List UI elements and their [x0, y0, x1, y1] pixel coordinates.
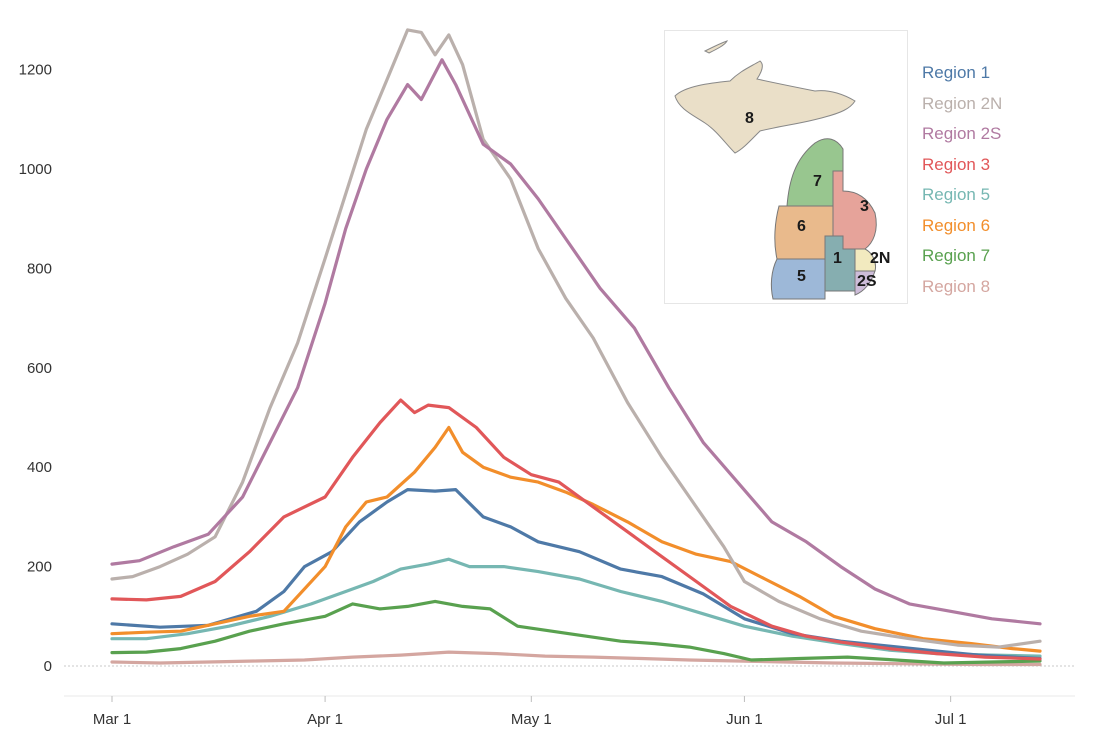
map-label-6: 6: [797, 218, 806, 235]
map-region-7: [786, 138, 844, 207]
map-region-5: [770, 258, 826, 300]
x-axis: Mar 1 Apr 1 May 1 Jun 1 Jul 1: [64, 695, 1075, 728]
legend-item-region-2s: Region 2S: [922, 124, 1002, 143]
map-label-1: 1: [833, 250, 842, 267]
y-tick-label: 400: [27, 459, 52, 476]
series-lines: [110, 28, 1042, 667]
y-axis: 0 200 400 600 800 1000 1200: [19, 62, 52, 675]
legend-item-region-2n: Region 2N: [922, 93, 1003, 113]
x-tick-label: Mar 1: [93, 711, 131, 728]
map-region-2s: [854, 270, 876, 296]
map-label-3: 3: [860, 198, 869, 215]
map-label-8: 8: [745, 110, 754, 127]
y-tick-label: 800: [27, 260, 52, 277]
legend-item-region-3: Region 3: [922, 154, 991, 174]
series-line-region-5: [110, 557, 1042, 658]
legend-item-region-1: Region 1: [922, 63, 991, 82]
series-line-region-3: [110, 398, 1042, 661]
series-line-region-2s: [110, 58, 1042, 626]
y-tick-label: 1200: [19, 62, 52, 79]
series-line-region-6: [110, 425, 1042, 653]
legend-item-region-8: Region 8: [922, 276, 991, 296]
map-island: [703, 40, 728, 54]
legend-item-region-7: Region 7: [922, 246, 991, 265]
x-tick-label: Jul 1: [935, 711, 967, 728]
series-line-region-2n: [110, 28, 1042, 649]
map-label-2n: 2N: [870, 250, 890, 267]
michigan-region-map: 8 7 6 3 1 2N 5 2S: [674, 40, 890, 300]
series-line-region-8: [110, 650, 1042, 667]
y-tick-label: 0: [44, 658, 52, 675]
y-tick-label: 1000: [19, 161, 52, 178]
region-map-inset: 8 7 6 3 1 2N 5 2S: [664, 30, 908, 304]
y-tick-label: 200: [27, 559, 52, 576]
series-line-region-7: [110, 599, 1042, 665]
map-label-2s: 2S: [857, 273, 877, 290]
map-label-7: 7: [813, 173, 822, 190]
y-tick-label: 600: [27, 360, 52, 377]
x-tick-label: Apr 1: [307, 711, 343, 728]
legend-item-region-5: Region 5: [922, 185, 991, 204]
x-tick-label: May 1: [511, 711, 552, 728]
map-label-5: 5: [797, 268, 806, 285]
map-region-8: [674, 60, 856, 154]
x-tick-label: Jun 1: [726, 711, 763, 728]
legend: Region 1 Region 2N Region 2S Region 3 Region…: [922, 58, 1082, 302]
legend-item-region-6: Region 6: [922, 215, 991, 235]
